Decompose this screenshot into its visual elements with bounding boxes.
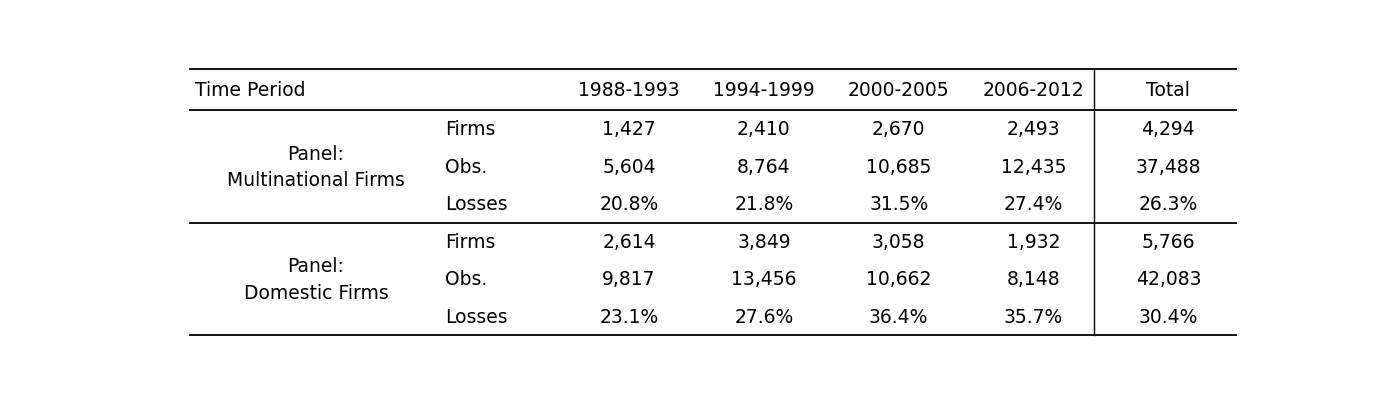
Text: 23.1%: 23.1% — [600, 307, 659, 326]
Text: 2000-2005: 2000-2005 — [849, 81, 950, 100]
Text: Obs.: Obs. — [445, 270, 487, 289]
Text: 2,614: 2,614 — [602, 232, 657, 251]
Text: 35.7%: 35.7% — [1004, 307, 1063, 326]
Text: 10,685: 10,685 — [867, 158, 932, 176]
Text: 3,058: 3,058 — [872, 232, 925, 251]
Text: 42,083: 42,083 — [1135, 270, 1200, 289]
Text: 4,294: 4,294 — [1142, 120, 1195, 139]
Text: 2,670: 2,670 — [872, 120, 925, 139]
Text: Total: Total — [1146, 81, 1191, 100]
Text: Panel:
Domestic Firms: Panel: Domestic Firms — [243, 257, 388, 302]
Text: 26.3%: 26.3% — [1139, 195, 1198, 214]
Text: 8,148: 8,148 — [1007, 270, 1060, 289]
Text: 1,427: 1,427 — [602, 120, 657, 139]
Text: 1994-1999: 1994-1999 — [714, 81, 815, 100]
Text: Firms: Firms — [445, 120, 495, 139]
Text: 30.4%: 30.4% — [1139, 307, 1198, 326]
Text: 2,410: 2,410 — [737, 120, 790, 139]
Text: 9,817: 9,817 — [602, 270, 657, 289]
Text: 2006-2012: 2006-2012 — [982, 81, 1085, 100]
Text: 1988-1993: 1988-1993 — [579, 81, 680, 100]
Text: Losses: Losses — [445, 307, 508, 326]
Text: 37,488: 37,488 — [1135, 158, 1200, 176]
Text: Firms: Firms — [445, 232, 495, 251]
Text: 5,766: 5,766 — [1142, 232, 1195, 251]
Text: 8,764: 8,764 — [737, 158, 790, 176]
Text: Losses: Losses — [445, 195, 508, 214]
Text: Obs.: Obs. — [445, 158, 487, 176]
Text: 27.6%: 27.6% — [734, 307, 793, 326]
Text: 20.8%: 20.8% — [600, 195, 659, 214]
Text: 31.5%: 31.5% — [869, 195, 928, 214]
Text: 3,849: 3,849 — [737, 232, 790, 251]
Text: 27.4%: 27.4% — [1004, 195, 1063, 214]
Text: 12,435: 12,435 — [1000, 158, 1067, 176]
Text: 13,456: 13,456 — [732, 270, 797, 289]
Text: 10,662: 10,662 — [867, 270, 932, 289]
Text: Time Period: Time Period — [195, 81, 306, 100]
Text: Panel:
Multinational Firms: Panel: Multinational Firms — [227, 144, 405, 190]
Text: 2,493: 2,493 — [1007, 120, 1060, 139]
Text: 21.8%: 21.8% — [734, 195, 793, 214]
Text: 1,932: 1,932 — [1007, 232, 1060, 251]
Text: 5,604: 5,604 — [602, 158, 657, 176]
Text: 36.4%: 36.4% — [869, 307, 928, 326]
